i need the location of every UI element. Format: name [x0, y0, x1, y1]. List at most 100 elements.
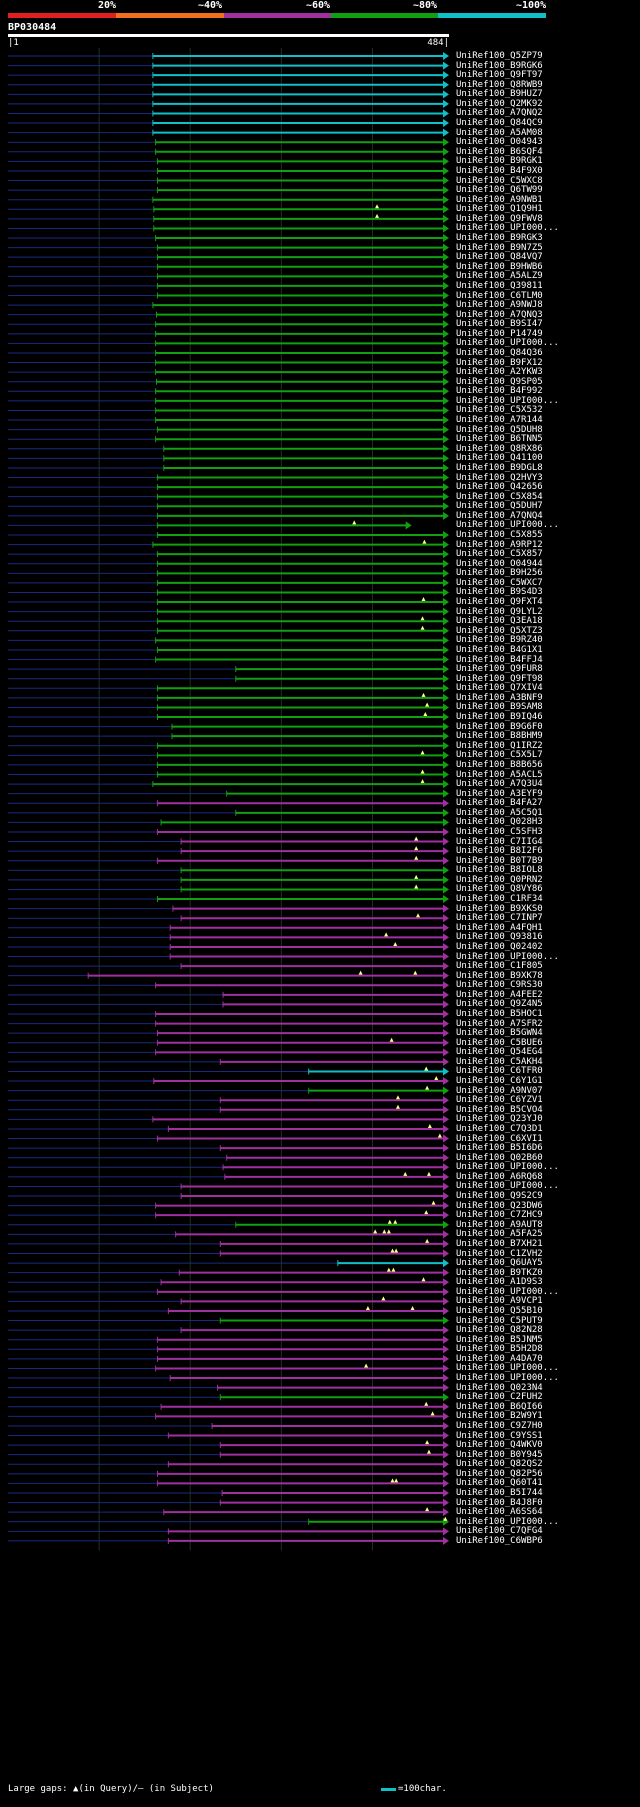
hit-row[interactable]	[8, 520, 412, 530]
hit-label[interactable]: UniRef100_B2W9Y1	[456, 1411, 543, 1422]
hit-row[interactable]	[8, 1144, 449, 1153]
hit-label[interactable]: UniRef100_C5PUT9	[456, 1315, 543, 1326]
hit-row[interactable]	[8, 559, 449, 568]
hit-label[interactable]: UniRef100_A7SFR2	[456, 1018, 543, 1029]
hit-label[interactable]: UniRef100_UPI000...	[456, 395, 559, 406]
hit-label[interactable]: UniRef100_B5I6D6	[456, 1143, 543, 1154]
hit-label[interactable]: UniRef100_A9NWB1	[456, 194, 543, 205]
hit-row[interactable]	[8, 1000, 449, 1009]
hit-row[interactable]	[8, 970, 449, 980]
hit-row[interactable]	[8, 281, 449, 290]
hit-label[interactable]: UniRef100_UPI000...	[456, 951, 559, 962]
hit-label[interactable]: UniRef100_B9G6F0	[456, 721, 543, 732]
hit-row[interactable]	[8, 454, 449, 463]
hit-row[interactable]	[8, 1163, 449, 1172]
hit-row[interactable]	[8, 874, 449, 884]
hit-row[interactable]	[8, 416, 449, 425]
hit-label[interactable]: UniRef100_Q9S2C9	[456, 1191, 543, 1202]
hit-label[interactable]: UniRef100_Q55B10	[456, 1305, 543, 1316]
hit-row[interactable]	[8, 799, 449, 808]
hit-label[interactable]: UniRef100_C5WXC8	[456, 175, 543, 186]
hit-label[interactable]: UniRef100_UPI000...	[456, 1363, 559, 1374]
hit-label[interactable]: UniRef100_B4F992	[456, 386, 543, 397]
hit-row[interactable]	[8, 387, 449, 396]
hit-label[interactable]: UniRef100_O04943	[456, 137, 543, 148]
hit-label[interactable]: UniRef100_B4FA27	[456, 798, 543, 809]
hit-label[interactable]: UniRef100_Q9Z4N5	[456, 999, 543, 1010]
hit-label[interactable]: UniRef100_C7QFG4	[456, 1526, 543, 1537]
hit-label[interactable]: UniRef100_B5GWN4	[456, 1028, 543, 1039]
hit-row[interactable]	[8, 855, 449, 865]
hit-row[interactable]	[8, 712, 449, 722]
hit-label[interactable]: UniRef100_Q5DUH7	[456, 501, 543, 512]
hit-label[interactable]: UniRef100_B5JNM5	[456, 1334, 543, 1345]
hit-label[interactable]: UniRef100_Q9FXT4	[456, 597, 543, 608]
hit-label[interactable]: UniRef100_A7R144	[456, 415, 543, 426]
hit-row[interactable]	[8, 597, 449, 607]
hit-row[interactable]	[8, 1489, 449, 1497]
hit-row[interactable]	[8, 913, 449, 923]
hit-label[interactable]: UniRef100_Q0PRN2	[456, 874, 543, 885]
hit-label[interactable]: UniRef100_Q02402	[456, 941, 543, 952]
hit-label[interactable]: UniRef100_Q4WKV0	[456, 1440, 543, 1451]
hit-row[interactable]	[8, 1123, 449, 1133]
hit-row[interactable]	[8, 61, 449, 70]
hit-row[interactable]	[8, 1401, 449, 1411]
hit-row[interactable]	[8, 665, 449, 674]
hit-row[interactable]	[8, 684, 449, 693]
hit-label[interactable]: UniRef100_B9SI47	[456, 319, 543, 330]
hit-row[interactable]	[8, 741, 449, 750]
hit-label[interactable]: UniRef100_A2YKW3	[456, 367, 543, 378]
hit-label[interactable]: UniRef100_A4DA70	[456, 1353, 543, 1364]
hit-row[interactable]	[8, 1048, 449, 1057]
hit-row[interactable]	[8, 895, 449, 904]
hit-label[interactable]: UniRef100_A5ALZ9	[456, 271, 543, 282]
hit-row[interactable]	[8, 1267, 449, 1277]
hit-row[interactable]	[8, 80, 449, 89]
hit-row[interactable]	[8, 1335, 449, 1344]
hit-row[interactable]	[8, 588, 449, 597]
hit-row[interactable]	[8, 1326, 449, 1335]
hit-label[interactable]: UniRef100_A9AUT8	[456, 1219, 543, 1230]
hit-row[interactable]	[8, 732, 449, 741]
hit-row[interactable]	[8, 1182, 449, 1191]
hit-label[interactable]: UniRef100_B5CVO4	[456, 1104, 543, 1115]
hit-label[interactable]: UniRef100_B9RGK1	[456, 156, 543, 167]
hit-label[interactable]: UniRef100_Q1IRZ2	[456, 740, 543, 751]
hit-label[interactable]: UniRef100_B6SQF4	[456, 146, 543, 157]
hit-row[interactable]	[8, 119, 449, 128]
hit-row[interactable]	[8, 808, 449, 817]
hit-label[interactable]: UniRef100_C5X857	[456, 549, 543, 560]
hit-label[interactable]: UniRef100_C2FUH2	[456, 1392, 543, 1403]
hit-label[interactable]: UniRef100_A7Q3U4	[456, 779, 543, 790]
hit-row[interactable]	[8, 1171, 449, 1181]
hit-row[interactable]	[8, 952, 449, 961]
hit-row[interactable]	[8, 769, 449, 779]
hit-row[interactable]	[8, 904, 449, 913]
hit-label[interactable]: UniRef100_Q23DW6	[456, 1200, 543, 1211]
hit-label[interactable]: UniRef100_C6YZV1	[456, 1095, 543, 1106]
hit-label[interactable]: UniRef100_C5SFH3	[456, 826, 543, 837]
hit-label[interactable]: UniRef100_B9HWB6	[456, 261, 543, 272]
hit-row[interactable]	[8, 1115, 449, 1124]
hit-label[interactable]: UniRef100_Q60T41	[456, 1478, 543, 1489]
hit-row[interactable]	[8, 607, 449, 616]
hit-label[interactable]: UniRef100_B9RGK6	[456, 60, 543, 71]
hit-label[interactable]: UniRef100_C5X855	[456, 530, 543, 540]
hit-row[interactable]	[8, 981, 449, 990]
hit-label[interactable]: UniRef100_Q023N4	[456, 1382, 543, 1393]
hit-label[interactable]: UniRef100_Q9SP05	[456, 376, 543, 387]
hit-row[interactable]	[8, 1066, 449, 1076]
hit-label[interactable]: UniRef100_B9S4D3	[456, 587, 543, 598]
hit-row[interactable]	[8, 291, 449, 300]
hit-label[interactable]: UniRef100_Q2MK92	[456, 98, 543, 109]
hit-row[interactable]	[8, 396, 449, 405]
hit-row[interactable]	[8, 1354, 449, 1363]
hit-row[interactable]	[8, 1316, 449, 1325]
hit-label[interactable]: UniRef100_A7QNQ3	[456, 309, 543, 320]
hit-label[interactable]: UniRef100_A3EYF9	[456, 788, 543, 799]
hit-row[interactable]	[8, 818, 449, 827]
hit-label[interactable]: UniRef100_UPI000...	[456, 520, 559, 531]
hit-label[interactable]: UniRef100_Q82N28	[456, 1325, 543, 1336]
hit-row[interactable]	[8, 1507, 449, 1517]
